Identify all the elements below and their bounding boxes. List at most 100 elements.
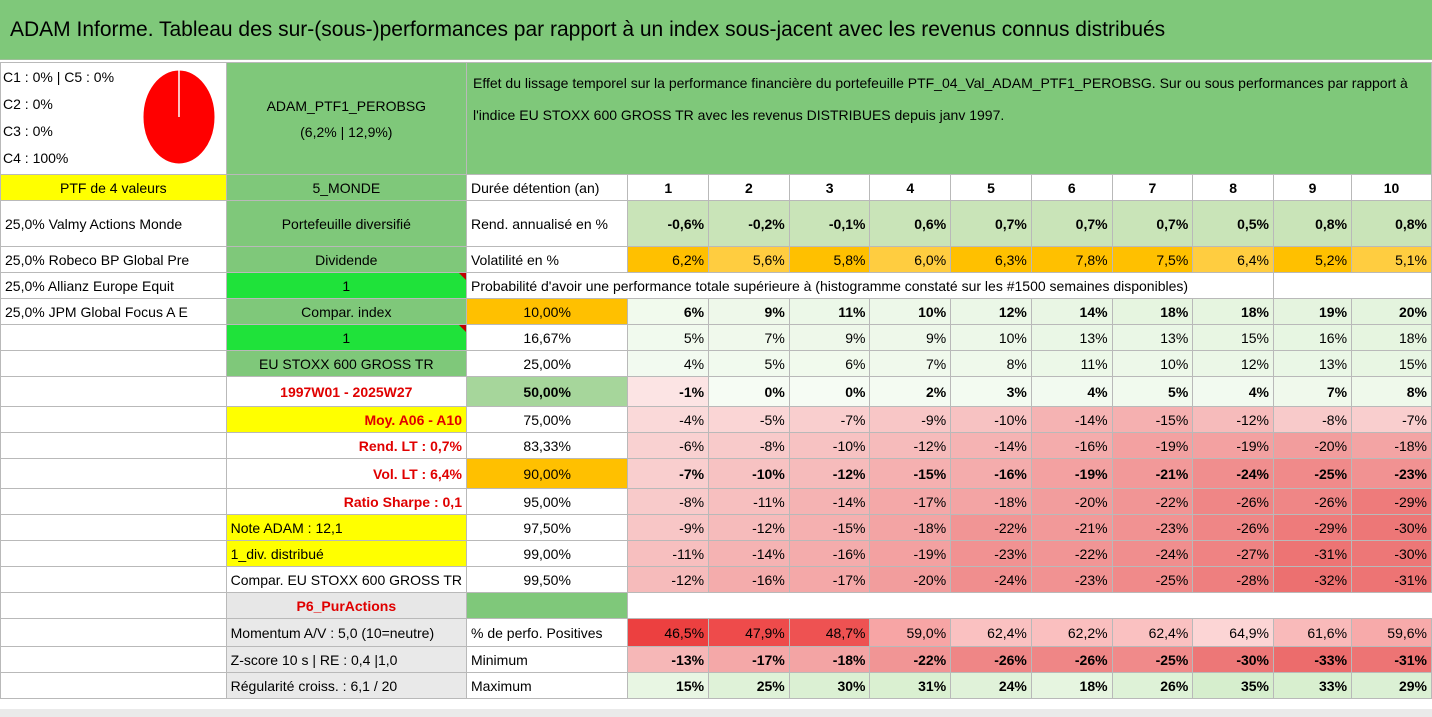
probability-value: -20% bbox=[869, 566, 952, 593]
probability-value: -24% bbox=[1111, 540, 1194, 567]
probability-value: -18% bbox=[869, 514, 952, 541]
probability-value: -27% bbox=[1192, 540, 1274, 567]
probability-value: 6% bbox=[627, 298, 710, 325]
probability-value: -31% bbox=[1272, 540, 1353, 567]
volatility-value: 5,2% bbox=[1272, 246, 1353, 273]
maximum-value: 18% bbox=[1030, 672, 1113, 699]
probability-value: -16% bbox=[950, 458, 1032, 489]
compar-index-value: 1 bbox=[225, 324, 467, 351]
probability-value: -6% bbox=[627, 432, 710, 459]
probability-value: -15% bbox=[1111, 406, 1194, 433]
year-header: 9 bbox=[1272, 174, 1353, 201]
probability-value: -29% bbox=[1351, 488, 1432, 515]
holding-item: 25,0% Allianz Europe Equit bbox=[0, 272, 227, 299]
positive-performance-value: 59,0% bbox=[869, 618, 952, 647]
probability-value: -15% bbox=[788, 514, 871, 541]
probability-value: 18% bbox=[1192, 298, 1274, 325]
probability-value: -4% bbox=[627, 406, 710, 433]
probability-value: 7% bbox=[708, 324, 790, 351]
annual-return-value: 0,8% bbox=[1351, 200, 1432, 247]
probability-value: 16% bbox=[1272, 324, 1353, 351]
empty-cell bbox=[0, 324, 227, 351]
maximum-value: 33% bbox=[1272, 672, 1353, 699]
positive-performance-value: 64,9% bbox=[1192, 618, 1274, 647]
dividend-value: 1 bbox=[225, 272, 467, 299]
empty-cell bbox=[0, 488, 227, 515]
probability-value: 12% bbox=[1192, 350, 1274, 377]
probability-value: 5% bbox=[1111, 376, 1194, 407]
annual-return-value: -0,6% bbox=[627, 200, 710, 247]
probability-value: -19% bbox=[869, 540, 952, 567]
dividend-label: Dividende bbox=[225, 246, 467, 273]
maximum-value: 35% bbox=[1192, 672, 1274, 699]
positive-performance-value: 61,6% bbox=[1272, 618, 1353, 647]
probability-value: -25% bbox=[1111, 566, 1194, 593]
momentum-label: Momentum A/V : 5,0 (10=neutre) bbox=[225, 618, 467, 647]
probability-value: -8% bbox=[627, 488, 710, 515]
positive-performance-value: 47,9% bbox=[708, 618, 790, 647]
probability-value: -28% bbox=[1192, 566, 1274, 593]
holding-duration-label: Durée détention (an) bbox=[465, 174, 629, 201]
probability-value: -10% bbox=[708, 458, 790, 489]
probability-value: 14% bbox=[1030, 298, 1113, 325]
minimum-value: -26% bbox=[950, 646, 1032, 673]
probability-value: -17% bbox=[788, 566, 871, 593]
compar-index-label: Compar. index bbox=[225, 298, 467, 325]
empty-cell bbox=[0, 618, 227, 647]
probability-value: -22% bbox=[1030, 540, 1113, 567]
probability-value: -11% bbox=[627, 540, 710, 567]
annual-return-value: 0,7% bbox=[1030, 200, 1113, 247]
positive-performance-label: % de perfo. Positives bbox=[465, 618, 629, 647]
annual-return-value: 0,5% bbox=[1192, 200, 1274, 247]
empty-cell bbox=[0, 566, 227, 593]
description: Effet du lissage temporel sur la perform… bbox=[465, 62, 1432, 175]
composition-c2: C2 : 0% bbox=[3, 96, 53, 112]
portfolio-stats: (6,2% | 12,9%) bbox=[300, 123, 393, 140]
volatility-value: 7,8% bbox=[1030, 246, 1113, 273]
probability-value: -8% bbox=[708, 432, 790, 459]
probability-value: -22% bbox=[950, 514, 1032, 541]
probability-value: 4% bbox=[627, 350, 710, 377]
probability-value: -26% bbox=[1192, 488, 1274, 515]
probability-value: -9% bbox=[869, 406, 952, 433]
probability-value: -7% bbox=[788, 406, 871, 433]
annual-return-value: 0,6% bbox=[869, 200, 952, 247]
probability-value: -23% bbox=[1351, 458, 1432, 489]
probability-value: -14% bbox=[708, 540, 790, 567]
annual-return-value: 0,7% bbox=[950, 200, 1032, 247]
empty-cell bbox=[0, 646, 227, 673]
strategy-label: P6_PurActions bbox=[225, 592, 467, 619]
probability-value: -18% bbox=[950, 488, 1032, 515]
minimum-value: -25% bbox=[1111, 646, 1194, 673]
distributed-dividends: 1_div. distribué bbox=[225, 540, 467, 567]
probability-value: -10% bbox=[788, 432, 871, 459]
probability-value: -11% bbox=[708, 488, 790, 515]
probability-value: 18% bbox=[1111, 298, 1194, 325]
probability-level: 50,00% bbox=[465, 376, 629, 407]
probability-value: 9% bbox=[788, 324, 871, 351]
maximum-value: 30% bbox=[788, 672, 871, 699]
maximum-value: 29% bbox=[1351, 672, 1432, 699]
probability-value: -14% bbox=[1030, 406, 1113, 433]
annual-return-value: 0,7% bbox=[1111, 200, 1194, 247]
volatility-value: 5,8% bbox=[788, 246, 871, 273]
maximum-value: 15% bbox=[627, 672, 710, 699]
positive-performance-value: 46,5% bbox=[627, 618, 710, 647]
probability-value: -12% bbox=[627, 566, 710, 593]
comparison-label: Compar. EU STOXX 600 GROSS TR bbox=[225, 566, 467, 593]
adam-score: Note ADAM : 12,1 bbox=[225, 514, 467, 541]
probability-value: 12% bbox=[950, 298, 1032, 325]
empty-cell bbox=[0, 540, 227, 567]
probability-value: -14% bbox=[788, 488, 871, 515]
year-header: 7 bbox=[1111, 174, 1194, 201]
probability-value: -21% bbox=[1030, 514, 1113, 541]
positive-performance-value: 62,4% bbox=[950, 618, 1032, 647]
probability-value: 13% bbox=[1272, 350, 1353, 377]
probability-level: 75,00% bbox=[465, 406, 629, 433]
probability-value: 5% bbox=[708, 350, 790, 377]
probability-value: -18% bbox=[1351, 432, 1432, 459]
zscore-label: Z-score 10 s | RE : 0,4 |1,0 bbox=[225, 646, 467, 673]
probability-value: 7% bbox=[1272, 376, 1353, 407]
minimum-value: -22% bbox=[869, 646, 952, 673]
index-name: EU STOXX 600 GROSS TR bbox=[225, 350, 467, 377]
